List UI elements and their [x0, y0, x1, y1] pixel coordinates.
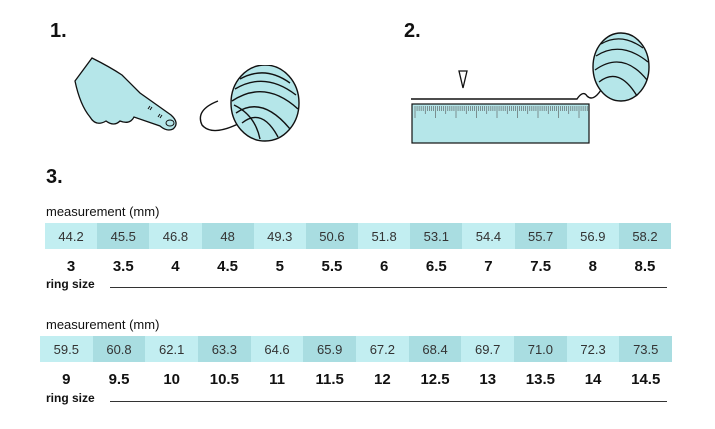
measurement-cell: 46.8	[149, 223, 202, 249]
measurement-cell: 44.2	[45, 223, 98, 249]
measurement-row-1: 44.2 45.5 46.8 48 49.3 50.6 51.8 53.1 54.4 55.7 56…	[45, 223, 672, 249]
ring-size-cell: 4.5	[217, 258, 239, 275]
ring-size-cell: 4	[171, 258, 180, 275]
ring-size-cell: 8	[588, 258, 597, 275]
ring-size-cell: 13	[479, 371, 497, 388]
ring-size-cell: 6	[379, 258, 389, 275]
measurement-cell: 50.6	[305, 223, 359, 249]
ring-size-cell: 7	[484, 258, 493, 275]
measurement-label: measurement (mm)	[46, 204, 160, 219]
measurement-cell: 56.9	[566, 223, 619, 249]
ring-size-cell: 3	[66, 258, 76, 275]
ring-size-cell: 12.5	[420, 371, 450, 388]
ring-size-cell: 3.5	[112, 258, 134, 275]
divider	[110, 287, 667, 288]
measurement-cell: 48	[201, 223, 254, 249]
measurement-row-2: 59.5 60.8 62.1 63.3 64.6 65.9 67.2 68.4 69.7 71.0…	[40, 336, 673, 362]
size-row-1: 3 3.5 4 4.5 5 5.5 6 6.5 7 7.5 8 8.5	[45, 258, 671, 275]
measurement-cell: 64.6	[250, 336, 304, 362]
ring-size-label: ring size	[46, 391, 95, 405]
measurement-label: measurement (mm)	[46, 317, 160, 332]
ring-size-cell: 13.5	[525, 371, 555, 388]
ring-size-cell: 14.5	[631, 371, 661, 388]
ring-size-cell: 14	[584, 371, 602, 388]
measurement-cell: 67.2	[356, 336, 409, 362]
measurement-cell: 45.5	[97, 223, 150, 249]
yarn-ball-icon	[199, 65, 300, 142]
ring-size-cell: 8.5	[634, 258, 656, 275]
ring-size-cell: 9.5	[108, 371, 130, 388]
ring-size-cell: 11.5	[315, 371, 344, 388]
ring-size-cell: 10.5	[209, 371, 239, 388]
ring-size-cell: 10	[163, 371, 181, 388]
measurement-cell: 71.0	[514, 336, 567, 362]
measurement-cell: 55.7	[514, 223, 567, 249]
divider	[110, 401, 667, 402]
measurement-cell: 60.8	[92, 336, 146, 362]
measurement-cell: 72.3	[566, 336, 620, 362]
measurement-cell: 63.3	[198, 336, 251, 362]
measurement-cell: 69.7	[461, 336, 515, 362]
ring-size-cell: 11	[269, 371, 285, 388]
size-row-2: 9 9.5 10 10.5 11 11.5 12 12.5 13 13.5 14 14.5	[40, 371, 672, 388]
measurement-cell: 62.1	[145, 336, 199, 362]
measurement-cell: 59.5	[40, 336, 93, 362]
ring-size-cell: 9	[62, 371, 71, 388]
measurement-cell: 68.4	[408, 336, 462, 362]
measurement-cell: 49.3	[253, 223, 306, 249]
measurement-cell: 73.5	[619, 336, 673, 362]
ring-size-cell: 6.5	[425, 258, 447, 275]
measurement-cell: 54.4	[462, 223, 515, 249]
hand-pointing-icon	[74, 57, 177, 131]
ring-size-label: ring size	[46, 277, 95, 291]
measurement-cell: 53.1	[410, 223, 463, 249]
ring-size-cell: 12	[374, 371, 391, 388]
measurement-cell: 51.8	[358, 223, 411, 249]
measurement-cell: 58.2	[618, 223, 672, 249]
step-1-label: 1.	[50, 20, 67, 42]
step-3-label: 3.	[46, 166, 63, 188]
ring-size-cell: 5.5	[321, 258, 343, 275]
ring-size-cell: 7.5	[530, 258, 552, 275]
measurement-cell: 65.9	[303, 336, 357, 362]
ruler-measure-icon	[411, 32, 650, 144]
step-2-label: 2.	[404, 20, 421, 42]
ring-size-cell: 5	[275, 258, 284, 275]
